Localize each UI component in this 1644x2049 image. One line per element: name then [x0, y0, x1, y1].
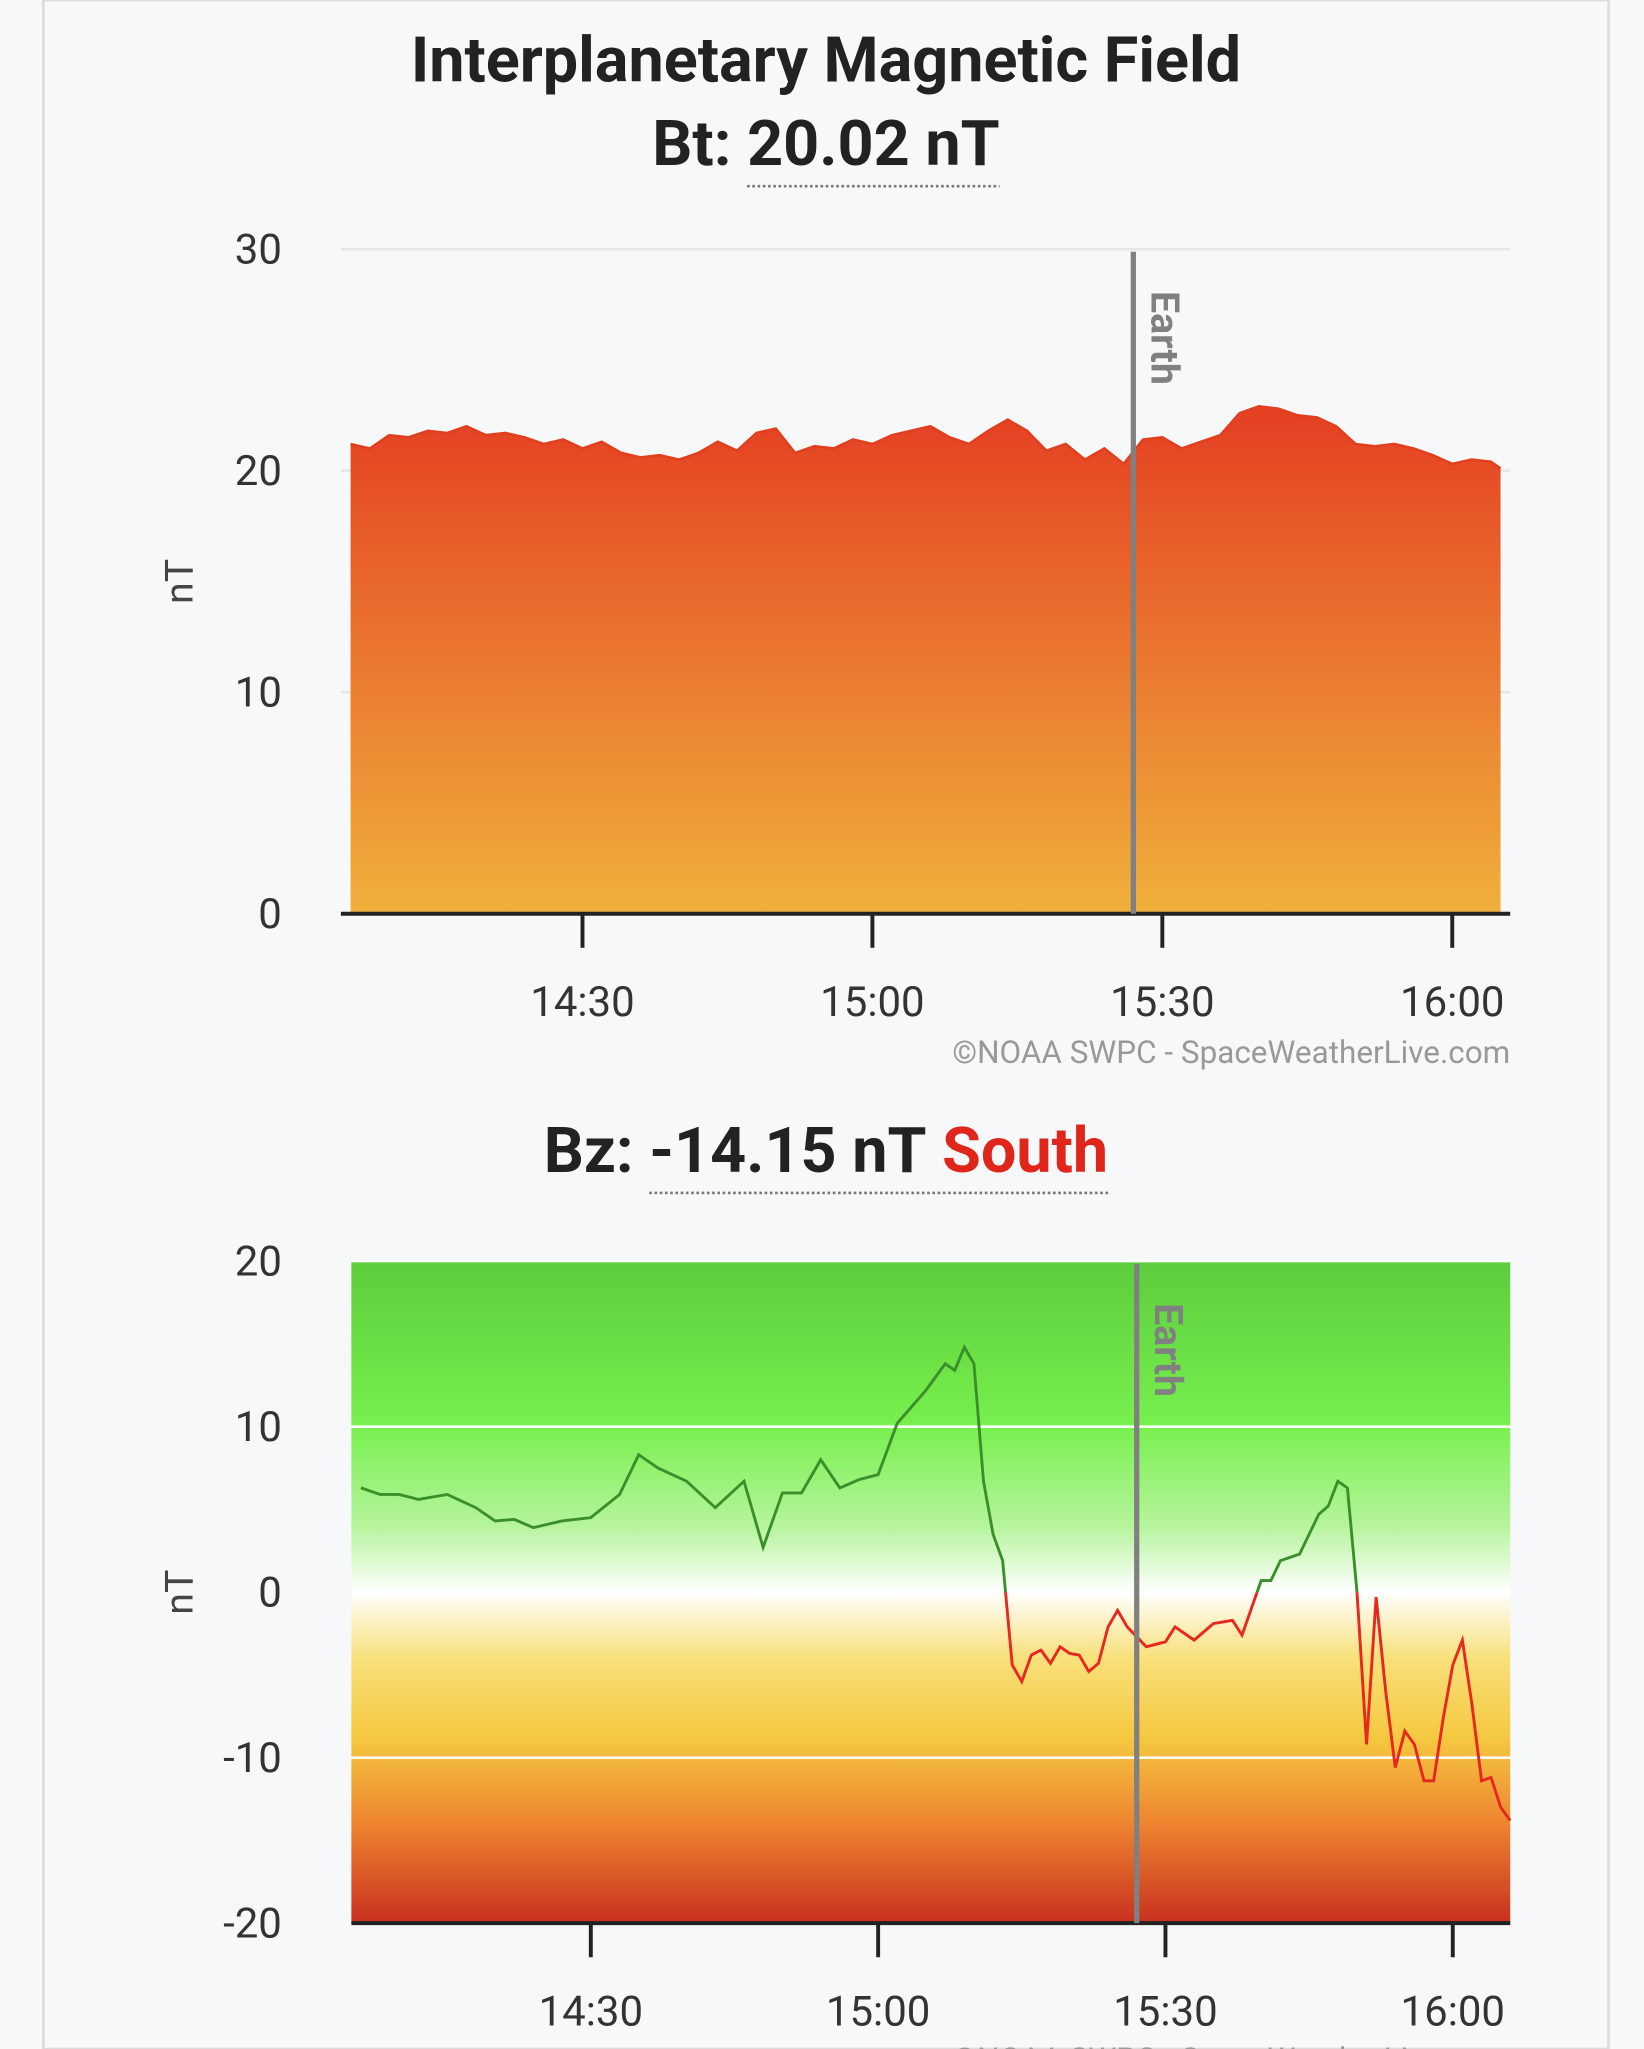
space — [634, 1115, 650, 1188]
chart-title: Interplanetary Magnetic Field — [411, 24, 1241, 97]
y-tick-label: 20 — [235, 1238, 282, 1287]
y-tick-label: 0 — [258, 1569, 282, 1618]
x-tick-label: 14:30 — [539, 1987, 643, 2036]
x-tick-label: 16:00 — [1400, 978, 1504, 1027]
x-tick-label: 15:30 — [1113, 1987, 1217, 2036]
subtitle-value: 20.02 nT — [747, 108, 1000, 181]
space — [731, 108, 747, 181]
y-tick-label: 10 — [235, 669, 282, 718]
subtitle-value: -14.15 nT — [649, 1115, 926, 1188]
chart: Interplanetary Magnetic Field Bt: 20.02 n… — [157, 24, 1510, 1071]
subtitle-label: Bt: — [652, 108, 731, 181]
subtitle-label: Bz: — [544, 1115, 634, 1188]
y-tick-label: -20 — [223, 1900, 282, 1949]
subtitle-status: South — [942, 1115, 1108, 1188]
y-tick-label: 0 — [258, 890, 282, 939]
earth-label: Earth — [1142, 291, 1188, 385]
y-axis-label: nT — [157, 1570, 203, 1615]
y-tick-label: -10 — [223, 1734, 282, 1783]
y-tick-label: 20 — [235, 447, 282, 496]
x-tick-label: 15:30 — [1110, 978, 1214, 1027]
y-tick-label: 10 — [235, 1403, 282, 1452]
chart-subtitle: Bt: 20.02 nT — [652, 108, 999, 181]
chart: Bz: -14.15 nT South -20 -10 0 10 20 nT 14:30 15:… — [157, 1115, 1512, 2049]
x-tick-label: 15:00 — [820, 978, 924, 1027]
area-line — [350, 405, 1502, 470]
chart-subtitle: Bz: -14.15 nT South — [544, 1115, 1108, 1188]
x-tick-label: 14:30 — [530, 978, 634, 1027]
line-north — [360, 1344, 1359, 1593]
credit: ©NOAA SWPC - SpaceWeatherLive.com — [952, 2041, 1510, 2049]
x-tick-label: 16:00 — [1401, 1987, 1505, 2036]
line-south — [1004, 1592, 1512, 1822]
area — [350, 406, 1501, 914]
space — [927, 1115, 943, 1188]
earth-label: Earth — [1145, 1303, 1191, 1397]
credit: ©NOAA SWPC - SpaceWeatherLive.com — [952, 1034, 1510, 1071]
y-tick-label: 30 — [235, 225, 282, 274]
y-axis-label: nT — [157, 559, 203, 604]
x-tick-label: 15:00 — [826, 1987, 930, 2036]
